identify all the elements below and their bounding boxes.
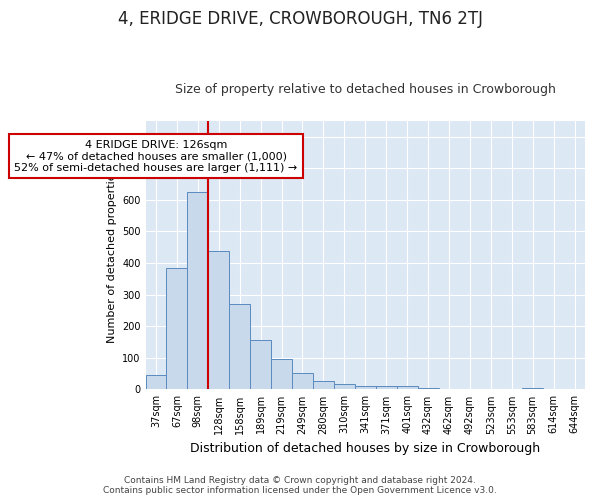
- Bar: [271, 359, 292, 390]
- Text: 4, ERIDGE DRIVE, CROWBOROUGH, TN6 2TJ: 4, ERIDGE DRIVE, CROWBOROUGH, TN6 2TJ: [118, 10, 482, 28]
- Bar: [418, 388, 439, 390]
- Text: Contains HM Land Registry data © Crown copyright and database right 2024.
Contai: Contains HM Land Registry data © Crown c…: [103, 476, 497, 495]
- Bar: [187, 192, 208, 390]
- Bar: [355, 386, 376, 390]
- Bar: [334, 384, 355, 390]
- X-axis label: Distribution of detached houses by size in Crowborough: Distribution of detached houses by size …: [190, 442, 541, 455]
- Bar: [522, 388, 543, 390]
- Bar: [313, 380, 334, 390]
- Bar: [292, 373, 313, 390]
- Bar: [250, 340, 271, 390]
- Y-axis label: Number of detached properties: Number of detached properties: [107, 168, 116, 343]
- Bar: [166, 268, 187, 390]
- Bar: [376, 386, 397, 390]
- Bar: [146, 374, 166, 390]
- Bar: [397, 386, 418, 390]
- Bar: [229, 304, 250, 390]
- Text: 4 ERIDGE DRIVE: 126sqm
← 47% of detached houses are smaller (1,000)
52% of semi-: 4 ERIDGE DRIVE: 126sqm ← 47% of detached…: [14, 140, 298, 173]
- Title: Size of property relative to detached houses in Crowborough: Size of property relative to detached ho…: [175, 83, 556, 96]
- Bar: [208, 251, 229, 390]
